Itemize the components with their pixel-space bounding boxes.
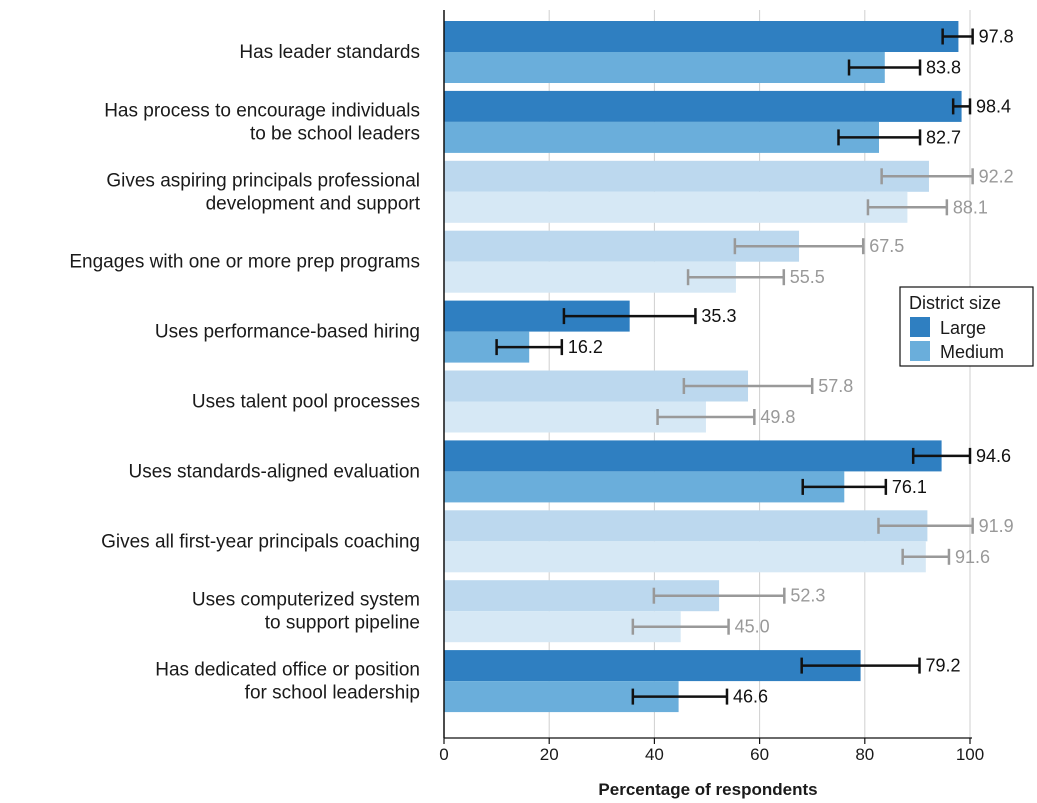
label-layer: 97.8 83.8 Has leader standards 98.4 82.7 Has … (69, 27, 1013, 707)
category-label-0-0: Has leader standards (239, 42, 420, 63)
value-label-medium-2: 88.1 (953, 197, 988, 217)
value-label-medium-6: 76.1 (892, 477, 927, 497)
legend: District size Large Medium (899, 286, 1034, 367)
error-bar-medium-6 (801, 478, 888, 495)
error-bar-large-8 (652, 587, 786, 604)
error-bar-large-6 (911, 447, 972, 464)
category-label-2-0: Gives aspiring principals professional (106, 170, 420, 191)
x-tick-label-40: 40 (645, 745, 664, 764)
value-label-large-7: 91.9 (979, 516, 1014, 536)
x-tick-label-100: 100 (956, 745, 984, 764)
x-tick-label-20: 20 (540, 745, 559, 764)
error-bar-medium-7 (901, 548, 951, 565)
category-label-2-1: development and support (206, 193, 421, 214)
category-label-1-0: Has process to encourage individuals (104, 100, 420, 121)
legend-swatch-medium (910, 341, 930, 361)
bar-large-9 (444, 650, 861, 682)
value-label-medium-9: 46.6 (733, 687, 768, 707)
bar-large-7 (444, 510, 928, 542)
error-bar-large-7 (877, 517, 974, 534)
bar-medium-6 (444, 471, 845, 503)
category-label-8-0: Uses computerized system (192, 590, 420, 611)
legend-swatch-large (910, 317, 930, 337)
error-bar-medium-5 (656, 409, 756, 425)
error-bar-large-2 (880, 168, 974, 185)
category-label-5-0: Uses talent pool processes (192, 392, 420, 413)
category-label-3-0: Engages with one or more prep programs (69, 252, 420, 273)
x-tick-label-80: 80 (855, 745, 874, 764)
value-label-large-8: 52.3 (790, 586, 825, 606)
category-label-9-0: Has dedicated office or position (155, 660, 420, 681)
value-label-medium-7: 91.6 (955, 547, 990, 567)
error-bar-medium-1 (837, 129, 922, 146)
error-bar-large-3 (733, 238, 865, 255)
legend-label-medium: Medium (940, 342, 1004, 362)
bar-large-0 (444, 21, 959, 52)
error-bar-large-9 (800, 657, 921, 674)
value-label-medium-3: 55.5 (790, 267, 825, 287)
bar-large-6 (444, 440, 942, 472)
x-axis-title: Percentage of respondents (598, 780, 817, 799)
bar-medium-7 (444, 541, 926, 573)
category-label-7-0: Gives all first-year principals coaching (101, 531, 420, 552)
value-label-medium-8: 45.0 (735, 617, 770, 637)
x-tick-label-60: 60 (750, 745, 769, 764)
category-label-8-1: to support pipeline (265, 613, 420, 634)
category-label-9-1: for school leadership (245, 683, 420, 704)
value-label-large-6: 94.6 (976, 446, 1011, 466)
error-bar-large-5 (682, 378, 814, 394)
value-label-large-2: 92.2 (979, 166, 1014, 186)
x-tick-label-0: 0 (439, 745, 448, 764)
value-label-medium-5: 49.8 (760, 407, 795, 427)
bar-medium-1 (444, 121, 880, 153)
category-label-6-0: Uses standards-aligned evaluation (128, 461, 420, 482)
legend-label-large: Large (940, 318, 986, 338)
axis-layer: 0 20 40 60 80 100 (439, 10, 984, 764)
value-label-large-4: 35.3 (701, 306, 736, 326)
value-label-large-0: 97.8 (979, 27, 1014, 47)
bar-large-1 (444, 90, 962, 122)
value-label-large-9: 79.2 (926, 656, 961, 676)
error-bar-large-0 (941, 28, 974, 45)
error-bar-medium-8 (631, 618, 730, 635)
error-bar-medium-9 (631, 688, 729, 705)
value-label-large-5: 57.8 (818, 376, 853, 396)
error-bar-large-1 (951, 98, 972, 115)
legend-title: District size (909, 293, 1001, 313)
category-label-1-1: to be school leaders (250, 123, 420, 144)
value-label-medium-0: 83.8 (926, 58, 961, 78)
value-label-medium-4: 16.2 (568, 337, 603, 357)
bar-medium-0 (444, 52, 885, 83)
bar-medium-2 (444, 191, 908, 223)
category-label-4-0: Uses performance-based hiring (155, 322, 420, 343)
error-bar-large-4 (562, 308, 697, 325)
bar-layer (444, 21, 974, 713)
error-bar-medium-0 (847, 59, 922, 76)
value-label-medium-1: 82.7 (926, 127, 961, 147)
error-bar-medium-4 (495, 339, 564, 356)
value-label-large-3: 67.5 (869, 236, 904, 256)
error-bar-medium-3 (686, 269, 786, 286)
bar-large-2 (444, 160, 929, 192)
value-label-large-1: 98.4 (976, 96, 1011, 116)
error-bar-medium-2 (866, 199, 949, 216)
